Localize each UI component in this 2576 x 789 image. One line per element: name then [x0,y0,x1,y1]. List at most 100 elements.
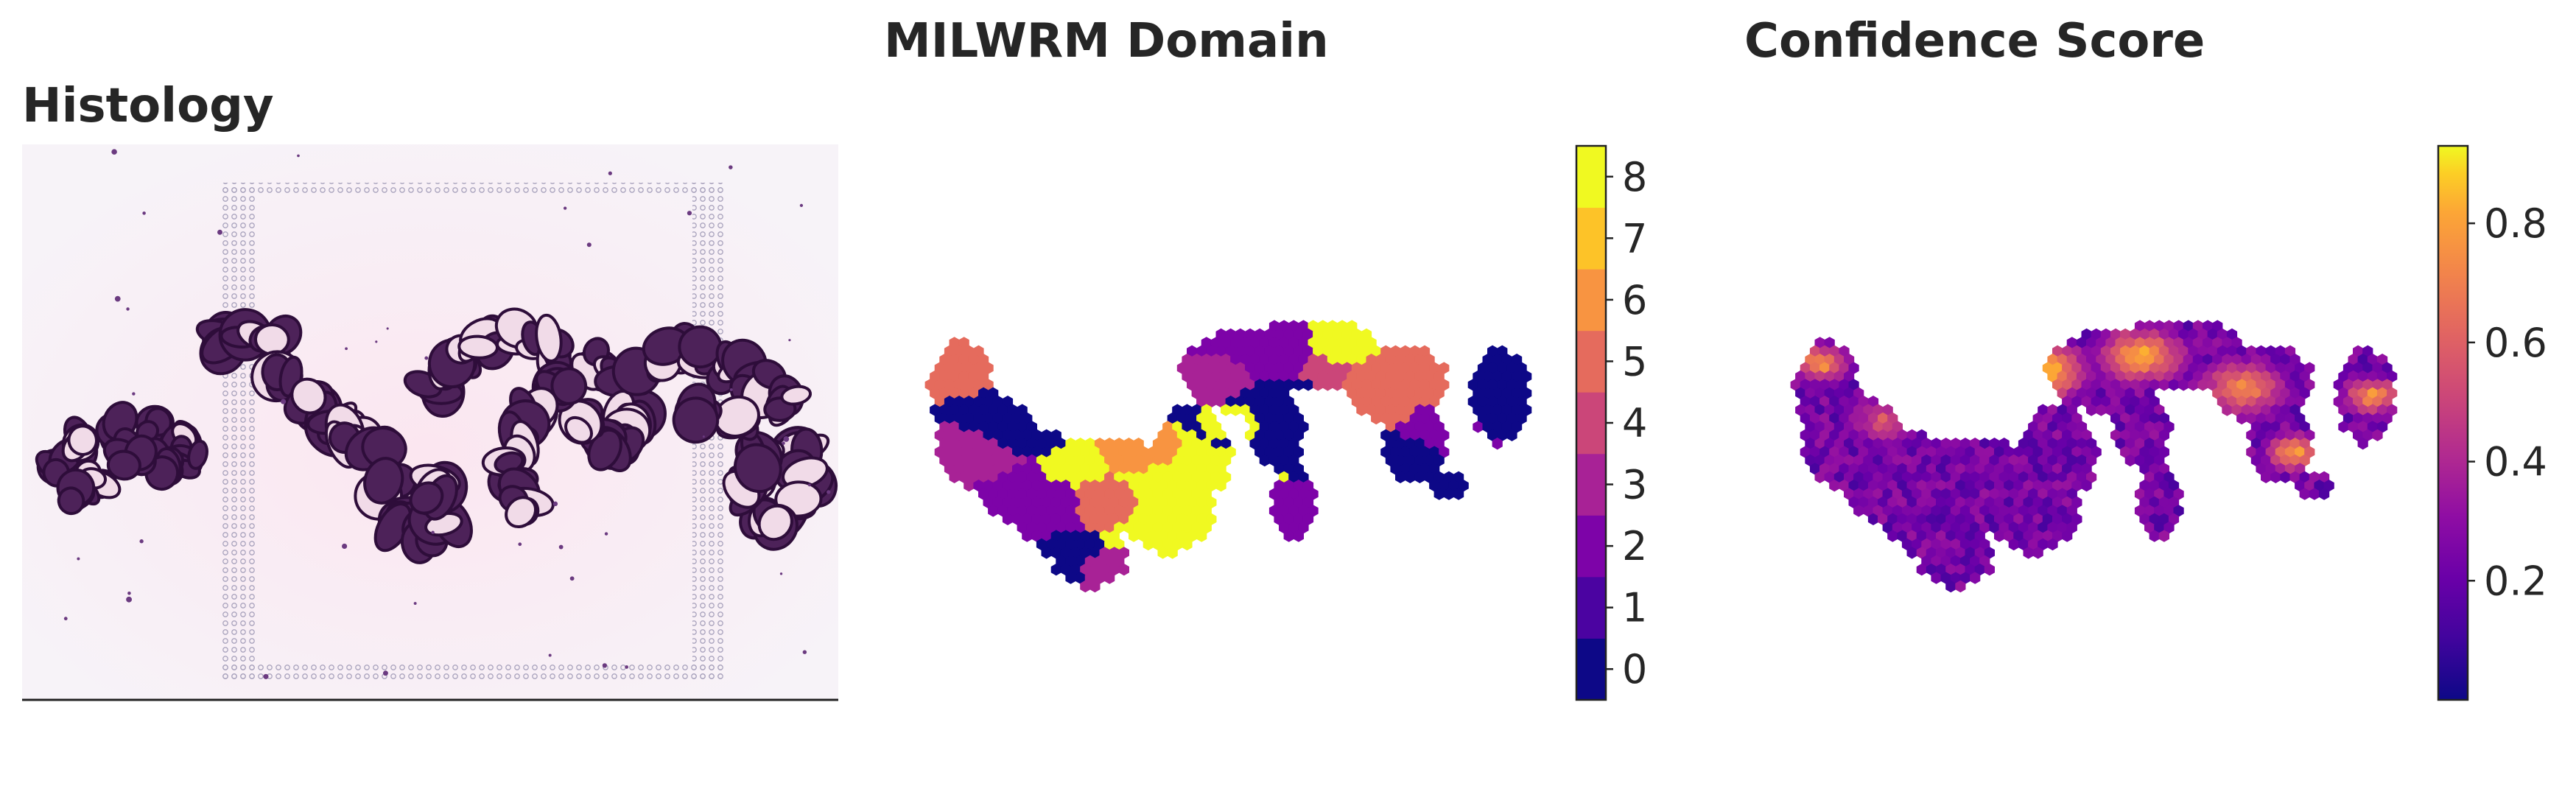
confidence-spot [2105,404,2116,416]
confidence-spot [2004,513,2015,525]
confidence-spot [2062,345,2073,357]
domain-spot [1094,522,1106,534]
domain-spot [1235,328,1246,341]
domain-spot [1206,379,1217,391]
confidence-spot [2042,480,2053,492]
confidence-spot [1974,547,1985,559]
domain-spot [1337,370,1348,383]
debris-speck [783,436,790,442]
confidence-spot [2076,421,2088,433]
confidence-spot [2250,421,2261,433]
domain-spot [1210,421,1222,433]
domain-spot [1050,480,1061,492]
confidence-spot [2028,438,2039,450]
confidence-spot [1829,379,1840,391]
confidence-spot [2270,471,2281,483]
domain-spot [1288,404,1299,416]
domain-spot [992,412,1003,425]
confidence-spot [1912,488,1923,500]
domain-spot [1196,362,1207,374]
domain-spot [1380,412,1391,425]
domain-spot [1196,513,1207,525]
confidence-spot [2275,412,2286,425]
confidence-spot [1959,522,1971,534]
domain-spot [1221,370,1232,383]
debris-speck [77,557,80,561]
domain-spot [1167,429,1178,441]
confidence-spot [2265,446,2276,458]
confidence-spot [1984,463,1995,475]
domain-spot [1118,496,1129,509]
confidence-spot [2076,438,2088,450]
domain-spot [1400,362,1411,374]
confidence-spot [2028,522,2039,534]
domain-spot [1385,404,1396,416]
domain-spot [954,412,965,425]
confidence-spot [2362,396,2373,408]
domain-spot [1157,496,1168,509]
domain-spot [1167,412,1178,425]
confidence-spot [1800,429,1811,441]
domain-spot [1419,412,1431,425]
confidence-spot [1994,463,2005,475]
debris-speck [558,544,564,550]
domain-spot [1167,480,1178,492]
confidence-spot [1809,429,1821,441]
colorbar-tick-label: 0.2 [2484,558,2547,604]
confidence-spot [2275,362,2286,374]
domain-spot [1400,463,1411,475]
confidence-spot [2081,362,2092,374]
confidence-spot [1882,471,1893,483]
colorbar-tick-label: 0.4 [2484,439,2547,485]
confidence-spot [2066,354,2077,366]
confidence-spot [2115,354,2126,366]
domain-spot [983,496,994,509]
domain-spot [944,412,955,425]
confidence-spot [2144,488,2155,500]
domain-spot [1356,354,1367,366]
domain-spot [1409,345,1420,357]
confidence-spot [2270,438,2281,450]
domain-spot [1031,429,1042,441]
domain-spot [1196,412,1207,425]
histology-title: Histology [22,79,274,133]
domain-spot [1215,396,1226,408]
domain-spot [1487,396,1498,408]
domain-spot [1283,362,1294,374]
debris-speck [799,203,804,208]
colorbar-tick-label: 8 [1622,154,1647,200]
confidence-spot [2096,354,2107,366]
domain-spot [1017,438,1028,450]
domain-spot [1439,379,1450,391]
confidence-spot [2081,429,2092,441]
colorbar-tick-label: 0 [1622,646,1647,692]
domain-spot [1409,362,1420,374]
domain-spot [973,463,984,475]
domain-spot [949,387,960,399]
confidence-spot [1858,480,1869,492]
domain-spot [1254,362,1266,374]
domain-spot [1332,345,1343,357]
confidence-spot [2357,354,2368,366]
domain-spot [1424,421,1435,433]
domain-spot [1196,429,1207,441]
confidence-spot [2203,337,2214,349]
confidence-spot [2207,345,2218,357]
domain-spot [988,505,999,517]
confidence-spot [2319,471,2330,483]
debris-speck [552,501,558,507]
domain-spot [1405,421,1416,433]
domain-spot [1308,320,1319,332]
domain-spot [997,421,1008,433]
domain-spot [1268,337,1280,349]
confidence-spot [1906,463,1917,475]
confidence-spot [2217,362,2228,374]
confidence-spot [1809,345,1821,357]
confidence-spot [1863,505,1874,517]
confidence-spot [2299,488,2310,500]
confidence-spot [2275,379,2286,391]
domain-spot [1235,362,1246,374]
domain-spot [1308,488,1319,500]
confidence-spot [2163,337,2175,349]
confidence-spot [2149,412,2160,425]
